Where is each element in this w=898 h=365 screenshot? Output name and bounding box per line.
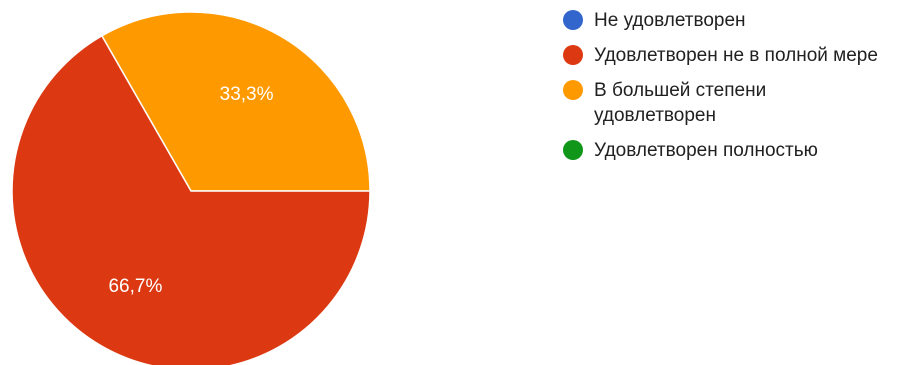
chart-legend: Не удовлетворен Удовлетворен не в полной… (563, 8, 893, 173)
pie-slice (11, 34, 371, 365)
legend-label: Не удовлетворен (594, 10, 746, 31)
pie-slice (100, 11, 371, 192)
slice-value-label: 33,3% (220, 84, 274, 105)
legend-label: В большей степени удовлетворен (594, 80, 767, 126)
legend-label: Удовлетворен полностью (594, 140, 818, 161)
legend-item: Удовлетворен полностью (563, 138, 893, 163)
legend-item: Не удовлетворен (563, 8, 893, 33)
legend-item: Удовлетворен не в полной мере (563, 43, 893, 68)
legend-swatch-icon (563, 45, 583, 65)
legend-label: Удовлетворен не в полной мере (594, 45, 878, 66)
legend-swatch-icon (563, 140, 583, 160)
legend-item: В большей степени удовлетворен (563, 78, 893, 128)
legend-swatch-icon (563, 10, 583, 30)
legend-swatch-icon (563, 80, 583, 100)
slice-value-label: 66,7% (108, 276, 162, 297)
pie-chart: 33,3% 66,7% (11, 11, 371, 365)
